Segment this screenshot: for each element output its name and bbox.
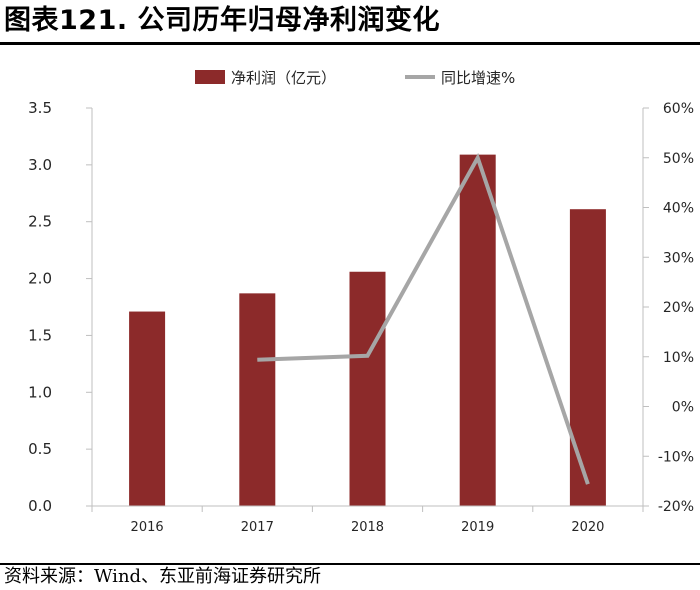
chart-canvas: 净利润（亿元） 同比增速% 0.0 0.5 1.0 1.5 2.0 2.5 3.0 3.5 -… — [28, 69, 694, 535]
left-axis-ticks: 0.0 0.5 1.0 1.5 2.0 2.5 3.0 3.5 — [28, 99, 93, 515]
right-tick-label: -10% — [658, 449, 694, 465]
left-tick-label: 1.0 — [28, 383, 52, 401]
x-tick-label: 2019 — [461, 520, 494, 535]
x-axis: 2016 2017 2018 2019 2020 — [91, 505, 644, 535]
bar-series — [129, 154, 606, 506]
left-tick-label: 3.0 — [28, 156, 52, 174]
growth-line — [257, 152, 590, 485]
right-tick-label: 10% — [663, 350, 694, 366]
x-tick-label: 2017 — [241, 520, 274, 535]
source-note: 资料来源：Wind、东亚前海证券研究所 — [4, 566, 322, 587]
bar-2018 — [349, 271, 386, 506]
bar-2020 — [569, 209, 606, 506]
left-tick-label: 2.5 — [28, 213, 52, 231]
left-tick-label: 0.0 — [28, 497, 52, 515]
legend: 净利润（亿元） 同比增速% — [195, 69, 515, 87]
right-tick-label: 0% — [672, 400, 694, 416]
x-tick-label: 2020 — [571, 520, 604, 535]
right-tick-label: 20% — [663, 300, 694, 316]
left-tick-label: 2.0 — [28, 270, 52, 288]
left-tick-label: 0.5 — [28, 440, 52, 458]
x-tick-label: 2016 — [131, 520, 164, 535]
bar-2016 — [129, 311, 166, 506]
title-rule — [0, 42, 700, 45]
line-series — [257, 152, 590, 485]
right-tick-label: 40% — [663, 201, 694, 217]
bar-2017 — [239, 293, 276, 506]
bar-2019 — [459, 154, 496, 506]
legend-bar-swatch — [195, 70, 225, 84]
legend-bar-label: 净利润（亿元） — [231, 69, 336, 87]
right-tick-label: 50% — [663, 151, 694, 167]
left-tick-label: 3.5 — [28, 99, 52, 117]
right-tick-label: 30% — [663, 250, 694, 266]
source-rule — [0, 563, 700, 565]
chart-title: 图表121. 公司历年归母净利润变化 — [4, 5, 441, 36]
right-tick-label: -20% — [658, 499, 694, 515]
x-tick-label: 2018 — [351, 520, 384, 535]
left-tick-label: 1.5 — [28, 326, 52, 344]
right-axis-ticks: -20% -10% 0% 10% 20% 30% 40% 50% 60% — [642, 101, 694, 515]
legend-line-label: 同比增速% — [441, 69, 515, 87]
right-tick-label: 60% — [663, 101, 694, 117]
